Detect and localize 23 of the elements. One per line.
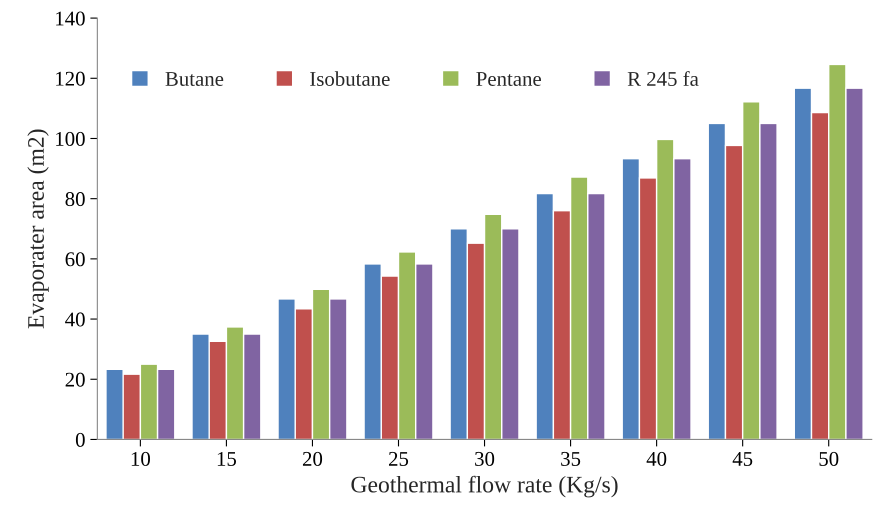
y-tick-label: 120 xyxy=(56,72,85,86)
x-tick-label: 35 xyxy=(561,452,580,466)
y-tick-label: 40 xyxy=(65,312,85,326)
x-tick-label: 40 xyxy=(646,452,666,466)
x-tick-label: 45 xyxy=(732,452,752,466)
legend-label: Butane xyxy=(166,72,224,86)
y-tick-label: 80 xyxy=(66,192,85,206)
x-tick-label: 30 xyxy=(475,452,494,466)
y-tick-label: 60 xyxy=(66,252,85,266)
y-tick-label: 20 xyxy=(66,372,85,387)
legend-label: R 245 fa xyxy=(628,71,699,86)
x-axis-title: Geothermal flow rate (Kg/s) xyxy=(351,476,618,498)
y-tick-label: 100 xyxy=(56,132,85,146)
y-tick-label: 140 xyxy=(56,11,85,26)
x-tick-label: 50 xyxy=(820,452,838,466)
x-tick-label: 20 xyxy=(302,452,322,466)
x-tick-label: 15 xyxy=(218,452,236,466)
x-tick-label: 10 xyxy=(132,452,150,466)
legend-label: Pentane xyxy=(476,72,541,86)
y-axis-title: Evaporater area (m2) xyxy=(27,130,49,328)
legend-label: Isobutane xyxy=(310,71,390,86)
x-tick-label: 25 xyxy=(388,452,408,466)
y-tick-label: 0 xyxy=(76,432,85,447)
